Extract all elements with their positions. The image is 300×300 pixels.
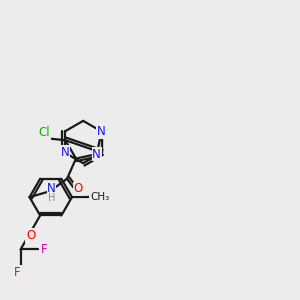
Text: N: N	[92, 148, 101, 160]
Text: N: N	[47, 182, 56, 195]
Text: N: N	[97, 125, 106, 138]
Text: O: O	[74, 182, 83, 195]
Text: Cl: Cl	[38, 126, 50, 139]
Text: F: F	[14, 266, 21, 279]
Text: H: H	[48, 193, 55, 203]
Text: CH₃: CH₃	[90, 192, 109, 202]
Text: O: O	[26, 229, 35, 242]
Text: N: N	[60, 146, 69, 159]
Text: F: F	[41, 243, 47, 256]
